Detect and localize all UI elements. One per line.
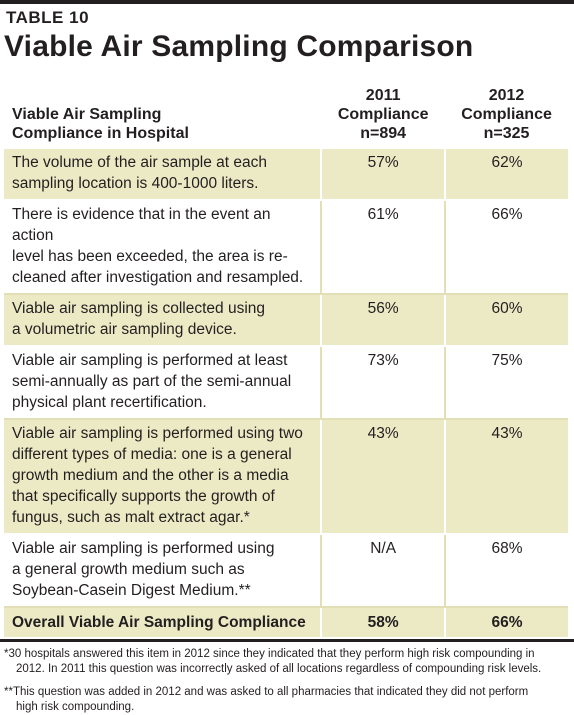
col-2011-year: 2011 (365, 87, 401, 104)
value-2011: 43% (321, 419, 447, 535)
row-text-line: cleaned after investigation and resample… (12, 269, 304, 286)
table-number: TABLE 10 (6, 8, 90, 27)
overall-value-2011: 58% (321, 607, 447, 637)
label-column-header: Viable Air Sampling Compliance in Hospit… (4, 82, 321, 149)
footnote: *30 hospitals answered this item in 2012… (4, 647, 564, 677)
row-text-line: physical plant recertification. (12, 394, 207, 411)
table-row: Viable air sampling is performed using a… (4, 534, 568, 608)
row-text-line: that specifically supports the growth of (12, 488, 275, 505)
row-text-line: There is evidence that in the event an a… (12, 206, 271, 244)
row-text-line: The volume of the air sample at each (12, 154, 268, 171)
bottom-rule (0, 639, 574, 642)
overall-value-2012: 66% (445, 607, 568, 637)
value-2012: 62% (445, 149, 568, 201)
row-description: Viable air sampling is performed at leas… (4, 346, 323, 420)
row-text-line: Soybean-Casein Digest Medium.** (12, 582, 251, 599)
row-description: Viable air sampling is performed using a… (4, 534, 323, 608)
row-text-line: a general growth medium such as (12, 561, 245, 578)
col-2012-n: n=325 (483, 125, 530, 142)
footnotes: *30 hospitals answered this item in 2012… (4, 647, 564, 715)
table-title: Viable Air Sampling Comparison (4, 30, 474, 63)
col-2012-subtitle: Compliance (461, 106, 552, 123)
row-text-line: sampling location is 400-1000 liters. (12, 175, 259, 192)
value-2012: 68% (445, 534, 568, 608)
row-text-line: semi-annually as part of the semi-annual (12, 373, 292, 390)
col-2011-header: 2011 Compliance n=894 (321, 82, 445, 149)
value-2012: 66% (445, 200, 568, 295)
table-row: Viable air sampling is performed at leas… (4, 346, 568, 420)
col-2011-subtitle: Compliance (337, 106, 429, 123)
row-text-line: Viable air sampling is performed at leas… (12, 352, 288, 369)
table-row: There is evidence that in the event an a… (4, 200, 568, 295)
row-text-line: different types of media: one is a gener… (12, 446, 292, 463)
footnote-line: **This question was added in 2012 and wa… (4, 686, 529, 698)
row-text-line: Viable air sampling is performed using (12, 540, 275, 557)
overall-label: Overall Viable Air Sampling Compliance (4, 607, 323, 637)
compliance-table: Viable Air Sampling Compliance in Hospit… (4, 82, 568, 637)
row-text-line: a volumetric air sampling device. (12, 321, 237, 338)
footnote-line: *30 hospitals answered this item in 2012… (4, 648, 535, 660)
row-text-line: Viable air sampling is collected using (12, 300, 266, 317)
row-text-line: fungus, such as malt extract agar.* (12, 509, 250, 526)
row-text-line: growth medium and the other is a media (12, 467, 289, 484)
row-description: There is evidence that in the event an a… (4, 200, 323, 295)
value-2012: 60% (445, 294, 568, 347)
table-row: Viable air sampling is performed using t… (4, 419, 568, 535)
label-header-line: Compliance in Hospital (12, 125, 189, 142)
footnote-line: 2012. In 2011 this question was incorrec… (16, 663, 542, 675)
row-text-line: level has been exceeded, the area is re- (12, 248, 288, 265)
value-2011: 56% (321, 294, 447, 347)
row-description: Viable air sampling is performed using t… (4, 419, 323, 535)
value-2012: 43% (445, 419, 568, 535)
table-row: Viable air sampling is collected using a… (4, 294, 568, 347)
overall-row: Overall Viable Air Sampling Compliance 5… (4, 607, 568, 637)
header-row: Viable Air Sampling Compliance in Hospit… (4, 82, 568, 149)
footnote: **This question was added in 2012 and wa… (4, 685, 564, 715)
row-description: The volume of the air sample at each sam… (4, 149, 323, 201)
col-2011-n: n=894 (360, 125, 407, 142)
value-2011: 61% (321, 200, 447, 295)
value-2011: 57% (321, 149, 447, 201)
value-2011: 73% (321, 346, 447, 420)
table-row: The volume of the air sample at each sam… (4, 149, 568, 201)
row-text-line: Viable air sampling is performed using t… (12, 425, 303, 442)
col-2012-header: 2012 Compliance n=325 (445, 82, 568, 149)
col-2012-year: 2012 (488, 87, 525, 104)
value-2012: 75% (445, 346, 568, 420)
top-rule (0, 0, 574, 4)
label-header-line: Viable Air Sampling (12, 106, 162, 123)
value-2011: N/A (321, 534, 447, 608)
row-description: Viable air sampling is collected using a… (4, 294, 323, 347)
